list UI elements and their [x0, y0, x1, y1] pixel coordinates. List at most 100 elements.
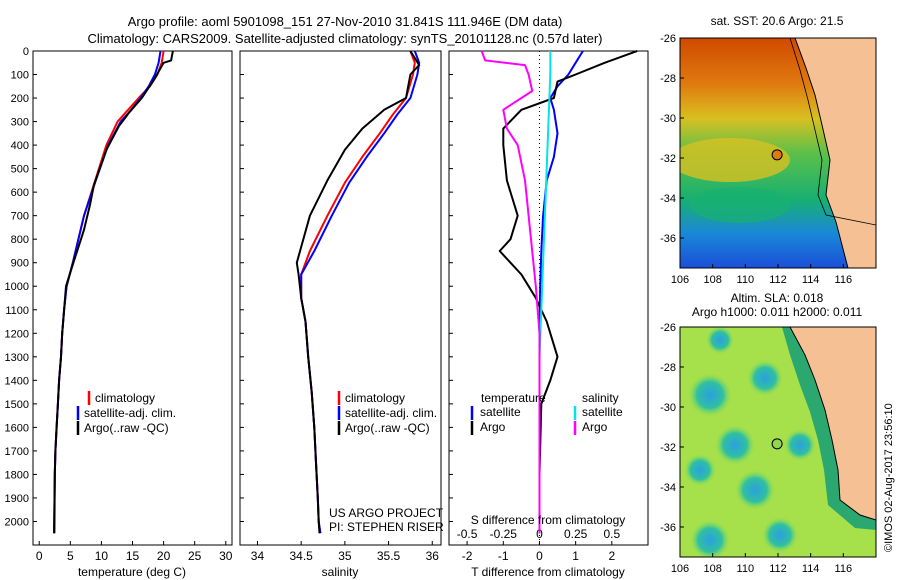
map-lon-tick-label: 112	[769, 274, 787, 286]
map-lat-tick-label: -34	[660, 482, 676, 494]
depth-tick-label: 1500	[5, 399, 29, 411]
x-tick-label: 25	[188, 549, 202, 563]
depth-tick-label: 1400	[5, 375, 29, 387]
map-lat-tick-label: -26	[660, 322, 676, 334]
x-tick-label: 1	[572, 549, 579, 563]
salinity-legend: climatology satellite-adj. clim. Argo(..…	[337, 391, 437, 435]
sst-warm-patch	[680, 138, 790, 182]
x-tick-label: 34.5	[289, 549, 313, 563]
series-salinity-argo-line	[480, 50, 541, 534]
temperature-axes-frame	[32, 50, 233, 546]
salinity-legend-satellite: satellite-adj. clim.	[345, 406, 437, 420]
map-lat-tick-label: -28	[660, 362, 676, 374]
difference-legend-temperature-title: temperature	[481, 391, 546, 405]
sla-coastline	[789, 327, 876, 521]
depth-tick-label: 200	[11, 93, 29, 105]
depth-tick-label: 700	[11, 211, 29, 223]
map-lon-tick-label: 106	[671, 563, 689, 575]
temperature-legend: climatology satellite-adj. clim. Argo(..…	[76, 391, 176, 435]
map-lon-tick-label: 110	[737, 274, 755, 286]
depth-tick-label: 1900	[5, 493, 29, 505]
x-tick-label: 2	[608, 549, 615, 563]
map-lon-tick-label: 108	[703, 274, 721, 286]
top-x-tick-label: 0.5	[603, 527, 620, 541]
map-lat-tick-label: -32	[660, 442, 676, 454]
temperature-panel: 0100200300400500600700800900100011001200…	[5, 46, 233, 579]
difference-xlabel: T difference from climatology	[471, 565, 625, 579]
difference-legend-temp-satellite: satellite	[480, 405, 521, 419]
top-x-tick-label: -0.5	[457, 527, 478, 541]
difference-legend: temperature salinity satellite Argo sate…	[470, 391, 623, 435]
salinity-legend-climatology: climatology	[345, 391, 405, 405]
sst-coastline	[794, 38, 849, 268]
sst-cool-patch	[690, 187, 790, 223]
x-tick-label: -1	[498, 549, 509, 563]
sst-map-title: sat. SST: 20.6 Argo: 21.5	[711, 14, 844, 28]
map-lon-tick-label: 114	[802, 563, 820, 575]
map-lon-tick-label: 114	[802, 274, 820, 286]
x-tick-label: 5	[67, 549, 74, 563]
map-lat-tick-label: -28	[660, 73, 676, 85]
depth-tick-label: 1200	[5, 328, 29, 340]
project-line1: US ARGO PROJECT	[329, 506, 444, 520]
depth-tick-label: 1800	[5, 469, 29, 481]
depth-tick-label: 1100	[5, 305, 29, 317]
map-lon-tick-label: 106	[671, 274, 689, 286]
sla-eddies	[684, 327, 816, 557]
depth-tick-label: 1300	[5, 352, 29, 364]
temperature-legend-satellite: satellite-adj. clim.	[84, 406, 176, 420]
difference-legend-sal-satellite: satellite	[582, 405, 623, 419]
sst-bathymetry-contour	[789, 38, 876, 226]
difference-panel: -2 -1 0 1 2 -0.5 -0.25 0 0.25 0.5 temperature sal…	[448, 50, 649, 579]
x-tick-label: 0	[36, 549, 43, 563]
depth-tick-label: 600	[11, 187, 29, 199]
sst-map-panel: sat. SST: 20.6 Argo: 21.5 106 108 110 112 11…	[660, 14, 877, 286]
top-x-tick-label: -0.25	[490, 527, 518, 541]
x-tick-label: 10	[95, 549, 109, 563]
x-tick-label: 34	[251, 549, 265, 563]
top-x-tick-label: 0.25	[564, 527, 588, 541]
x-tick-label: 36	[426, 549, 440, 563]
difference-legend-temp-argo: Argo	[480, 420, 506, 434]
map-lon-tick-label: 116	[835, 274, 853, 286]
difference-top-xlabel: S difference from climatology	[471, 513, 626, 527]
x-tick-label: -2	[462, 549, 473, 563]
map-lat-tick-label: -32	[660, 153, 676, 165]
depth-tick-label: 300	[11, 117, 29, 129]
x-tick-label: 35.5	[377, 549, 401, 563]
imos-stamp: ©IMOS 02-Aug-2017 23:56:10	[883, 403, 895, 552]
depth-tick-label: 100	[11, 70, 29, 82]
difference-legend-sal-argo: Argo	[582, 420, 608, 434]
map-lat-tick-label: -30	[660, 402, 676, 414]
depth-tick-label: 400	[11, 140, 29, 152]
sla-map-panel: Altim. SLA: 0.018 Argo h1000: 0.011 h200…	[660, 291, 877, 575]
x-tick-label: 15	[126, 549, 140, 563]
map-lon-tick-label: 112	[769, 563, 787, 575]
sla-map-title-line1: Altim. SLA: 0.018	[731, 291, 824, 305]
depth-tick-label: 900	[11, 258, 29, 270]
sla-argo-marker	[771, 438, 783, 450]
map-lon-tick-label: 108	[703, 563, 721, 575]
map-lat-tick-label: -34	[660, 193, 676, 205]
series-argo-line	[53, 50, 174, 534]
salinity-axes-frame	[239, 50, 442, 546]
depth-tick-label: 1700	[5, 446, 29, 458]
x-tick-label: 0	[536, 549, 543, 563]
map-lon-tick-label: 116	[835, 563, 853, 575]
depth-tick-label: 2000	[5, 516, 29, 528]
series-temperature-argo-line	[498, 50, 638, 534]
depth-tick-label: 1000	[5, 281, 29, 293]
figure-title-line1: Argo profile: aoml 5901098_151 27-Nov-20…	[128, 14, 563, 29]
map-lat-tick-label: -36	[660, 522, 676, 534]
difference-legend-salinity-title: salinity	[582, 391, 619, 405]
sla-land	[790, 327, 876, 520]
temperature-legend-argo: Argo(..raw -QC)	[84, 421, 169, 435]
salinity-panel: 34 34.5 35 35.5 36 climatology satellite-adj…	[239, 50, 444, 579]
series-argo-line	[295, 50, 421, 534]
x-tick-label: 20	[157, 549, 171, 563]
map-lat-tick-label: -36	[660, 233, 676, 245]
temperature-legend-climatology: climatology	[95, 391, 155, 405]
map-lat-tick-label: -26	[660, 33, 676, 45]
x-tick-label: 35	[338, 549, 352, 563]
